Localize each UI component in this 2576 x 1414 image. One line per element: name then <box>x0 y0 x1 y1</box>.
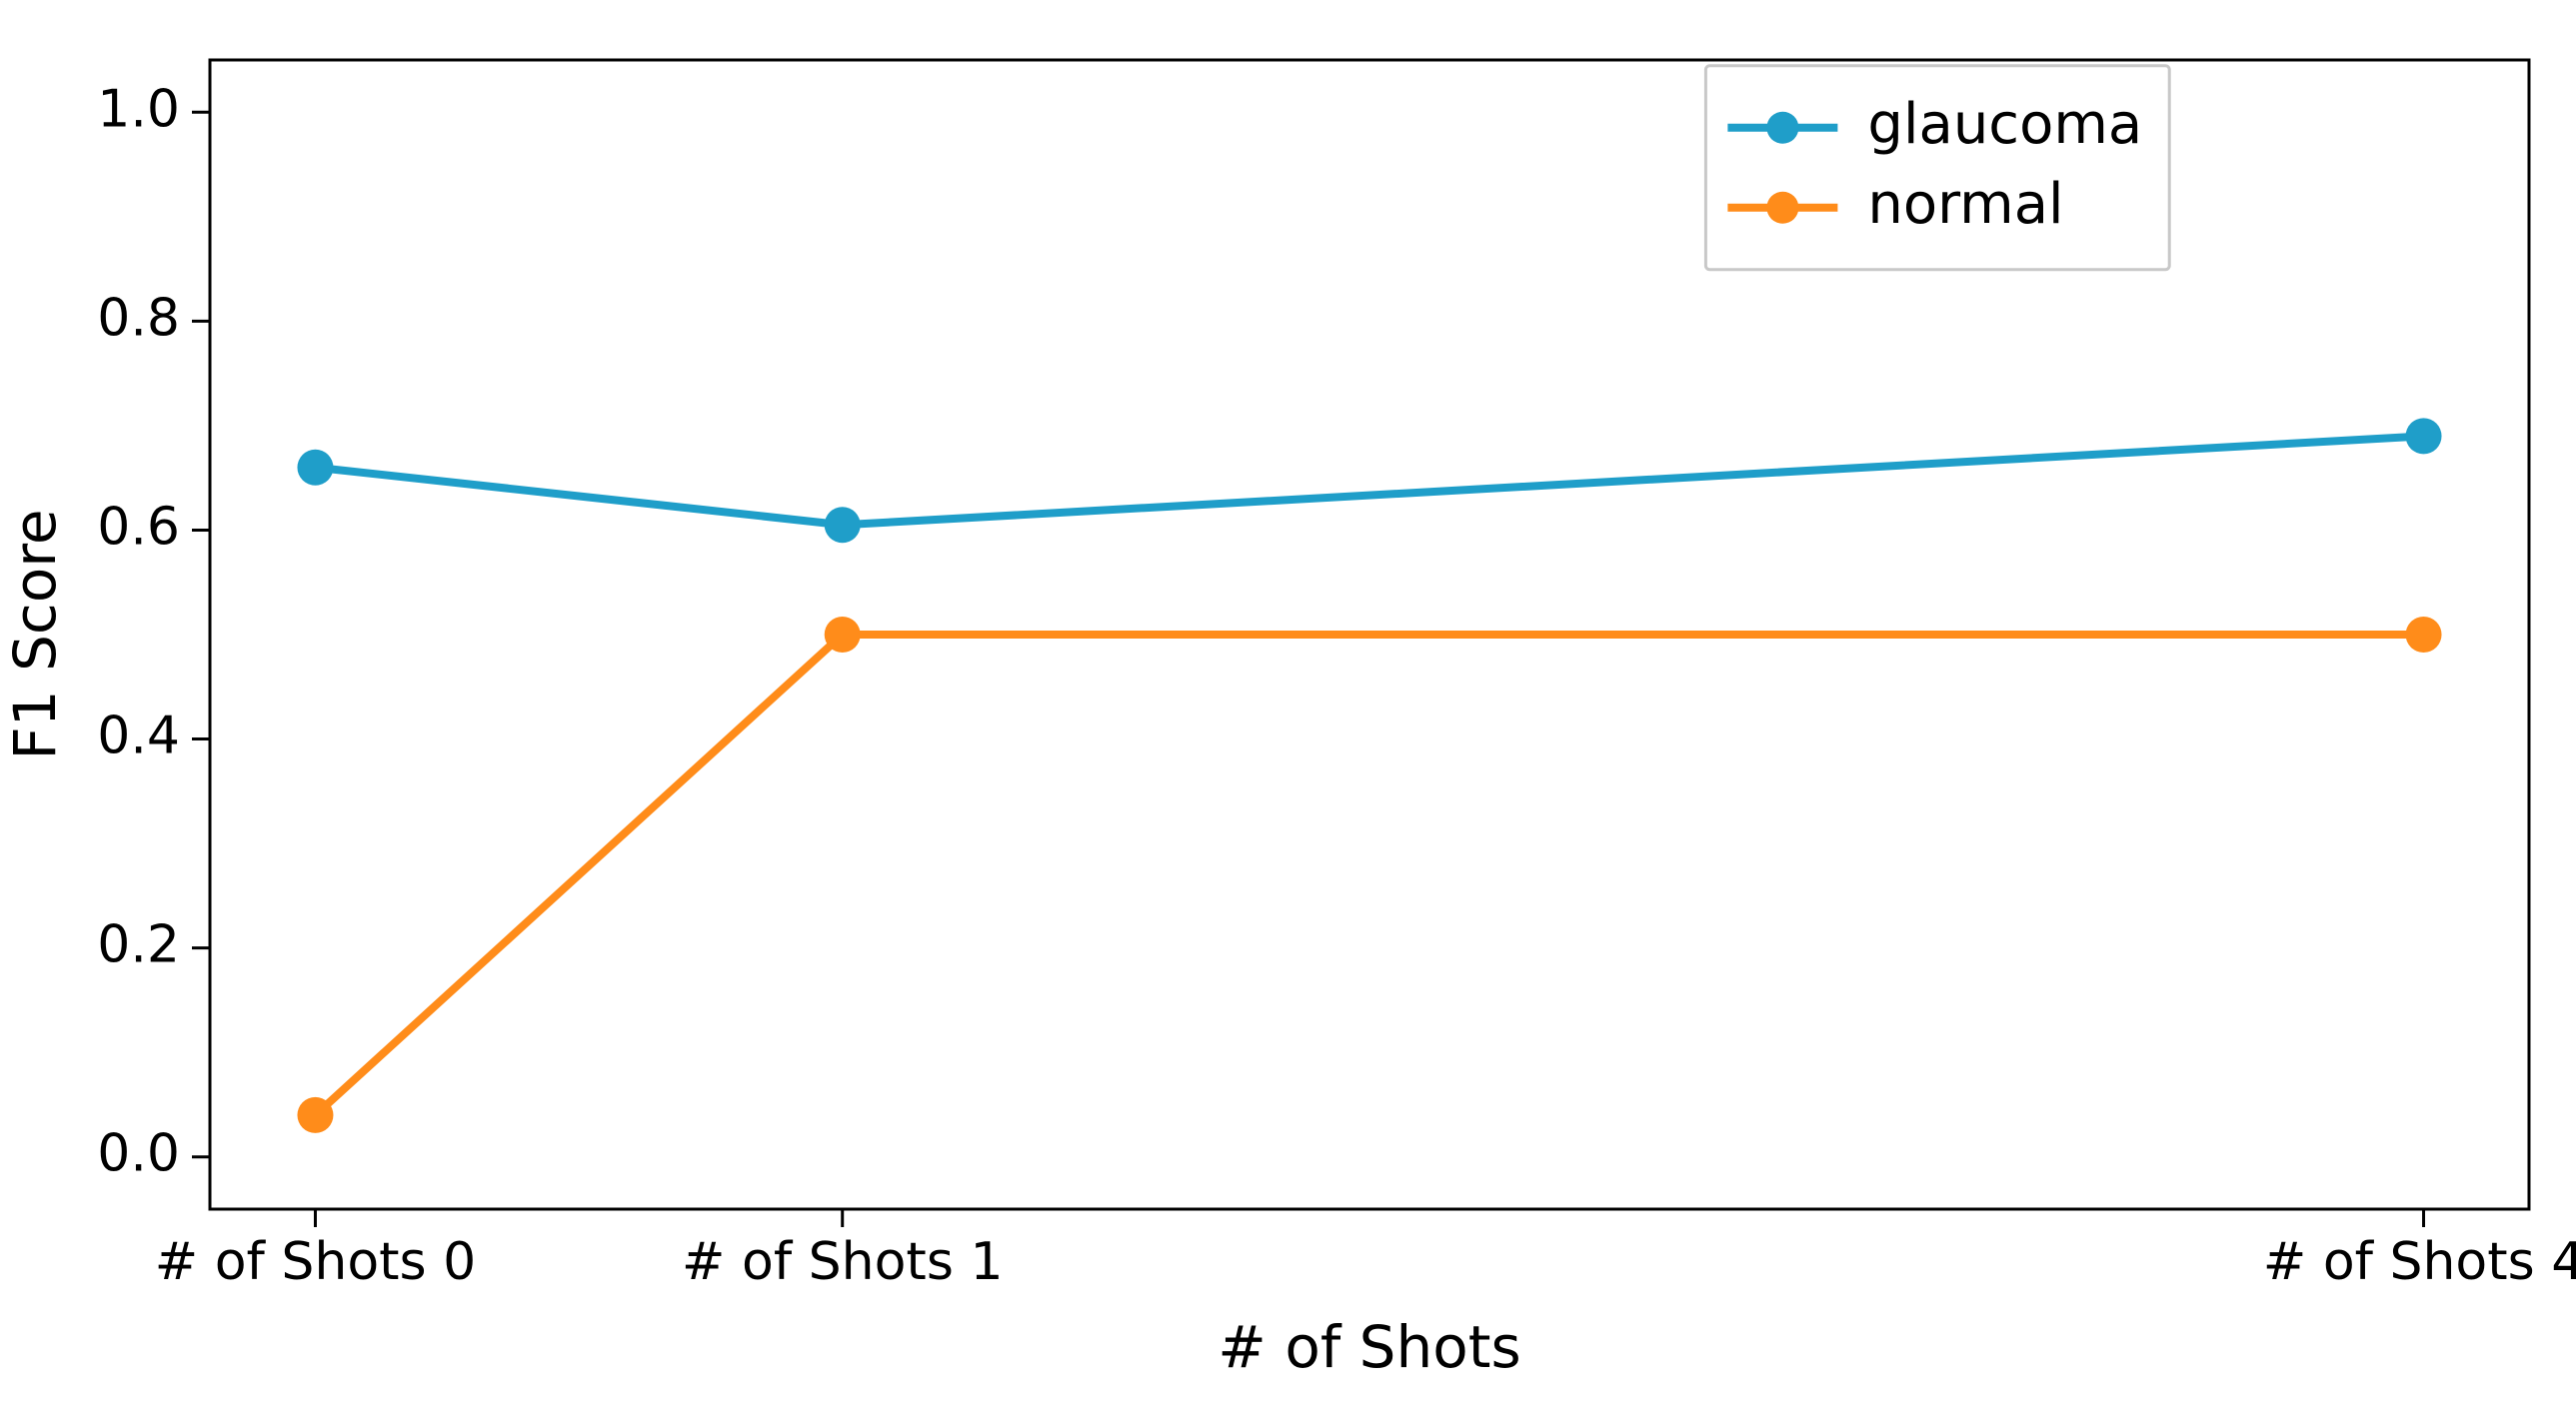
y-tick-label: 0.6 <box>97 497 180 557</box>
legend-label-glaucoma: glaucoma <box>1867 92 2142 157</box>
x-tick-label: # of Shots 0 <box>155 1232 477 1292</box>
chart-svg: 0.0 0.2 0.4 0.6 0.8 1.0 # of Shots 0 # of Shots… <box>0 0 2576 1414</box>
y-tick-label: 0.0 <box>97 1124 180 1184</box>
y-tick-label: 0.2 <box>97 915 180 975</box>
series-marker-glaucoma <box>2406 418 2442 454</box>
series-marker-glaucoma <box>825 507 861 543</box>
x-axis-label: # of Shots <box>1218 1313 1520 1381</box>
y-tick-label: 0.8 <box>97 288 180 348</box>
legend-swatch-marker-normal <box>1766 192 1798 224</box>
line-chart: 0.0 0.2 0.4 0.6 0.8 1.0 # of Shots 0 # of Shots… <box>0 0 2576 1414</box>
legend-swatch-marker-glaucoma <box>1766 112 1798 144</box>
series-marker-normal <box>297 1097 333 1133</box>
series-marker-normal <box>825 617 861 653</box>
legend-label-normal: normal <box>1867 172 2063 237</box>
series-marker-glaucoma <box>297 450 333 486</box>
x-tick-label: # of Shots 4 <box>2263 1232 2576 1292</box>
y-axis-label: F1 Score <box>1 509 69 759</box>
y-tick-label: 0.4 <box>97 707 180 766</box>
y-tick-label: 1.0 <box>97 79 180 139</box>
x-tick-label: # of Shots 1 <box>682 1232 1004 1292</box>
series-marker-normal <box>2406 617 2442 653</box>
